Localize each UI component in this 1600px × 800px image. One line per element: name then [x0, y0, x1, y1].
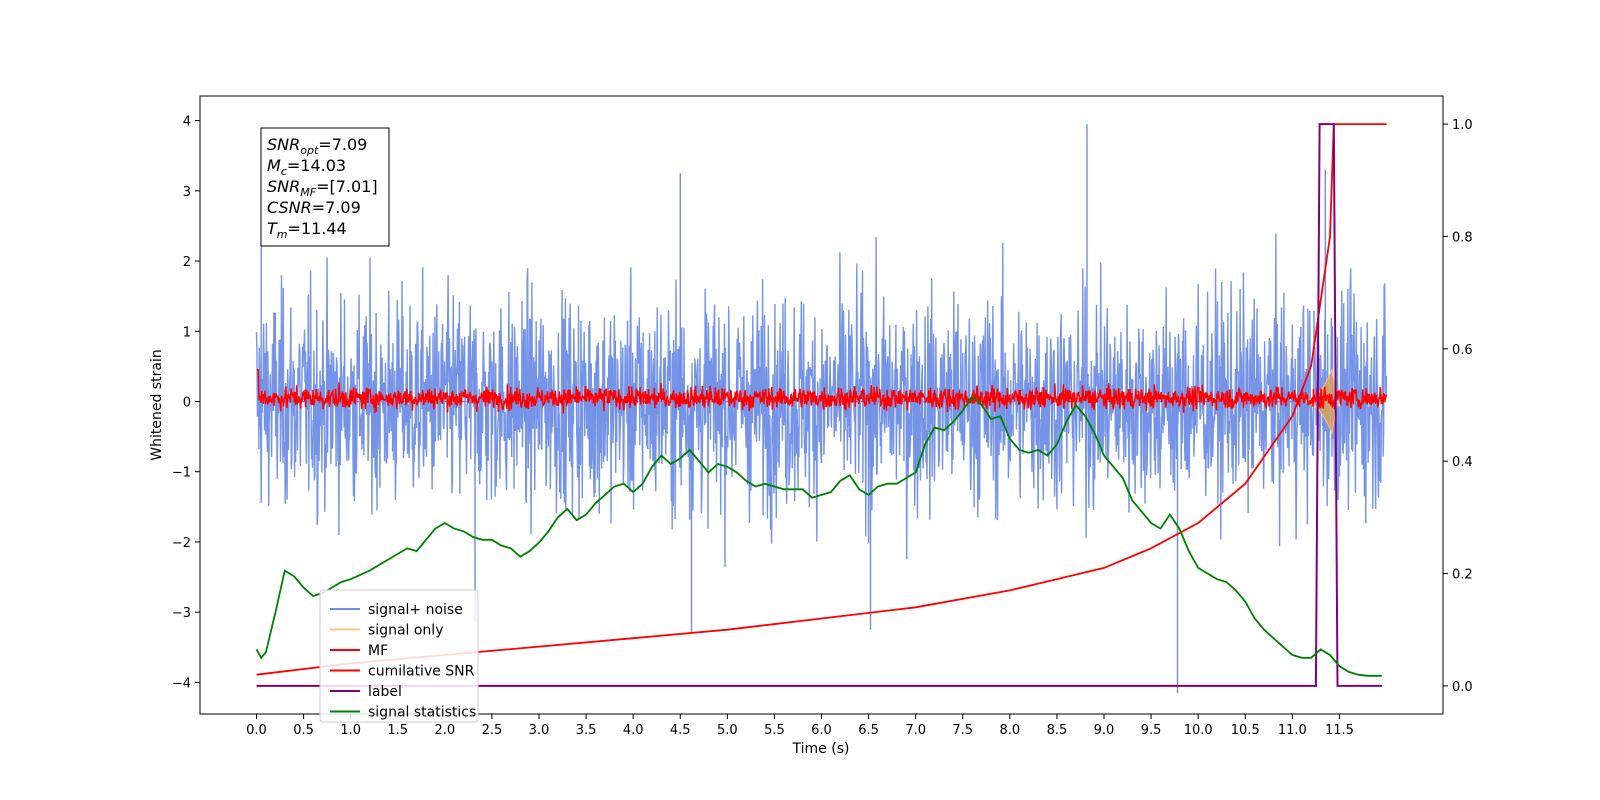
left-y-tick-label: −3 [172, 606, 191, 621]
x-tick-label: 5.5 [764, 723, 785, 738]
annotation-box [260, 127, 390, 247]
right-y-axis: 0.0 0.2 0.4 0.6 0.8 1.0 [1443, 118, 1473, 695]
csnr-text: CSNR=7.09 [267, 198, 361, 217]
x-tick-label: 0.0 [246, 723, 267, 738]
left-y-tick-label: 0 [183, 395, 191, 410]
x-tick-label: 11.0 [1278, 723, 1307, 738]
label-series [256, 123, 1382, 687]
x-tick-label: 5.0 [717, 723, 738, 738]
x-tick-label: 10.5 [1231, 723, 1260, 738]
x-tick-label: 11.5 [1325, 723, 1354, 738]
x-axis: 0.0 0.5 1.0 1.5 2.0 2.5 3.0 3.5 4.0 4.5 5.0 5.5 6.0 6… [246, 714, 1354, 738]
left-y-tick-label: 3 [183, 185, 191, 200]
signal-statistics-series [255, 395, 1382, 677]
x-tick-label: 3.0 [529, 723, 550, 738]
legend-label: signal statistics [368, 705, 476, 721]
x-tick-label: 1.0 [340, 723, 361, 738]
left-y-tick-label: −4 [172, 676, 191, 691]
x-tick-label: 1.5 [387, 723, 408, 738]
y-axis-label: Whitened strain [149, 349, 165, 460]
plot-area [255, 123, 1388, 693]
snr-opt-text: SNRopt=7.09 [267, 135, 367, 157]
legend-box [319, 589, 479, 723]
mf-series [256, 369, 1388, 414]
left-y-tick-label: −1 [172, 466, 191, 481]
right-y-tick-label: 0.0 [1452, 680, 1473, 695]
right-y-tick-label: 0.4 [1452, 455, 1473, 470]
x-tick-label: 10.0 [1184, 723, 1213, 738]
right-y-tick-label: 1.0 [1452, 118, 1473, 133]
right-y-tick-label: 0.8 [1452, 230, 1473, 245]
x-axis-label: Time (s) [792, 741, 850, 757]
x-tick-label: 6.0 [811, 723, 832, 738]
x-tick-label: 2.5 [482, 723, 503, 738]
left-y-tick-label: 1 [183, 325, 191, 340]
right-y-tick-label: 0.2 [1452, 568, 1473, 583]
cumilative-snr-series [256, 123, 1387, 676]
snr-mf-text: SNRMF=[7.01] [267, 177, 378, 199]
legend-label: signal+ noise [368, 602, 463, 618]
legend-label: signal only [368, 623, 443, 639]
legend-label: cumilative SNR [368, 664, 475, 680]
signal-noise-series [255, 233, 1388, 567]
right-y-tick-label: 0.6 [1452, 343, 1473, 358]
left-y-tick-label: 2 [183, 255, 191, 270]
x-tick-label: 4.0 [623, 723, 644, 738]
x-tick-label: 7.0 [905, 723, 926, 738]
left-y-tick-label: −2 [172, 536, 191, 551]
parameter-annotation: SNRopt=7.09 Mc=14.03 SNRMF=[7.01] CSNR=7… [260, 127, 390, 247]
x-tick-label: 2.0 [434, 723, 455, 738]
x-tick-label: 6.5 [858, 723, 879, 738]
x-tick-label: 9.0 [1094, 723, 1115, 738]
left-y-axis: −4 −3 −2 −1 0 1 2 3 4 [172, 115, 200, 691]
x-tick-label: 9.5 [1141, 723, 1162, 738]
x-tick-label: 0.5 [293, 723, 314, 738]
x-tick-label: 8.5 [1047, 723, 1068, 738]
x-tick-label: 8.0 [999, 723, 1020, 738]
legend: signal+ noise signal only MF cumilative SNR… [319, 589, 479, 723]
x-tick-label: 3.5 [576, 723, 597, 738]
mc-text: Mc=14.03 [267, 156, 346, 178]
tm-text: Tm=11.44 [267, 219, 347, 241]
legend-label: MF [368, 643, 388, 659]
left-y-tick-label: 4 [183, 115, 191, 130]
x-tick-label: 7.5 [952, 723, 973, 738]
legend-label: label [368, 684, 402, 700]
x-tick-label: 4.5 [670, 723, 691, 738]
